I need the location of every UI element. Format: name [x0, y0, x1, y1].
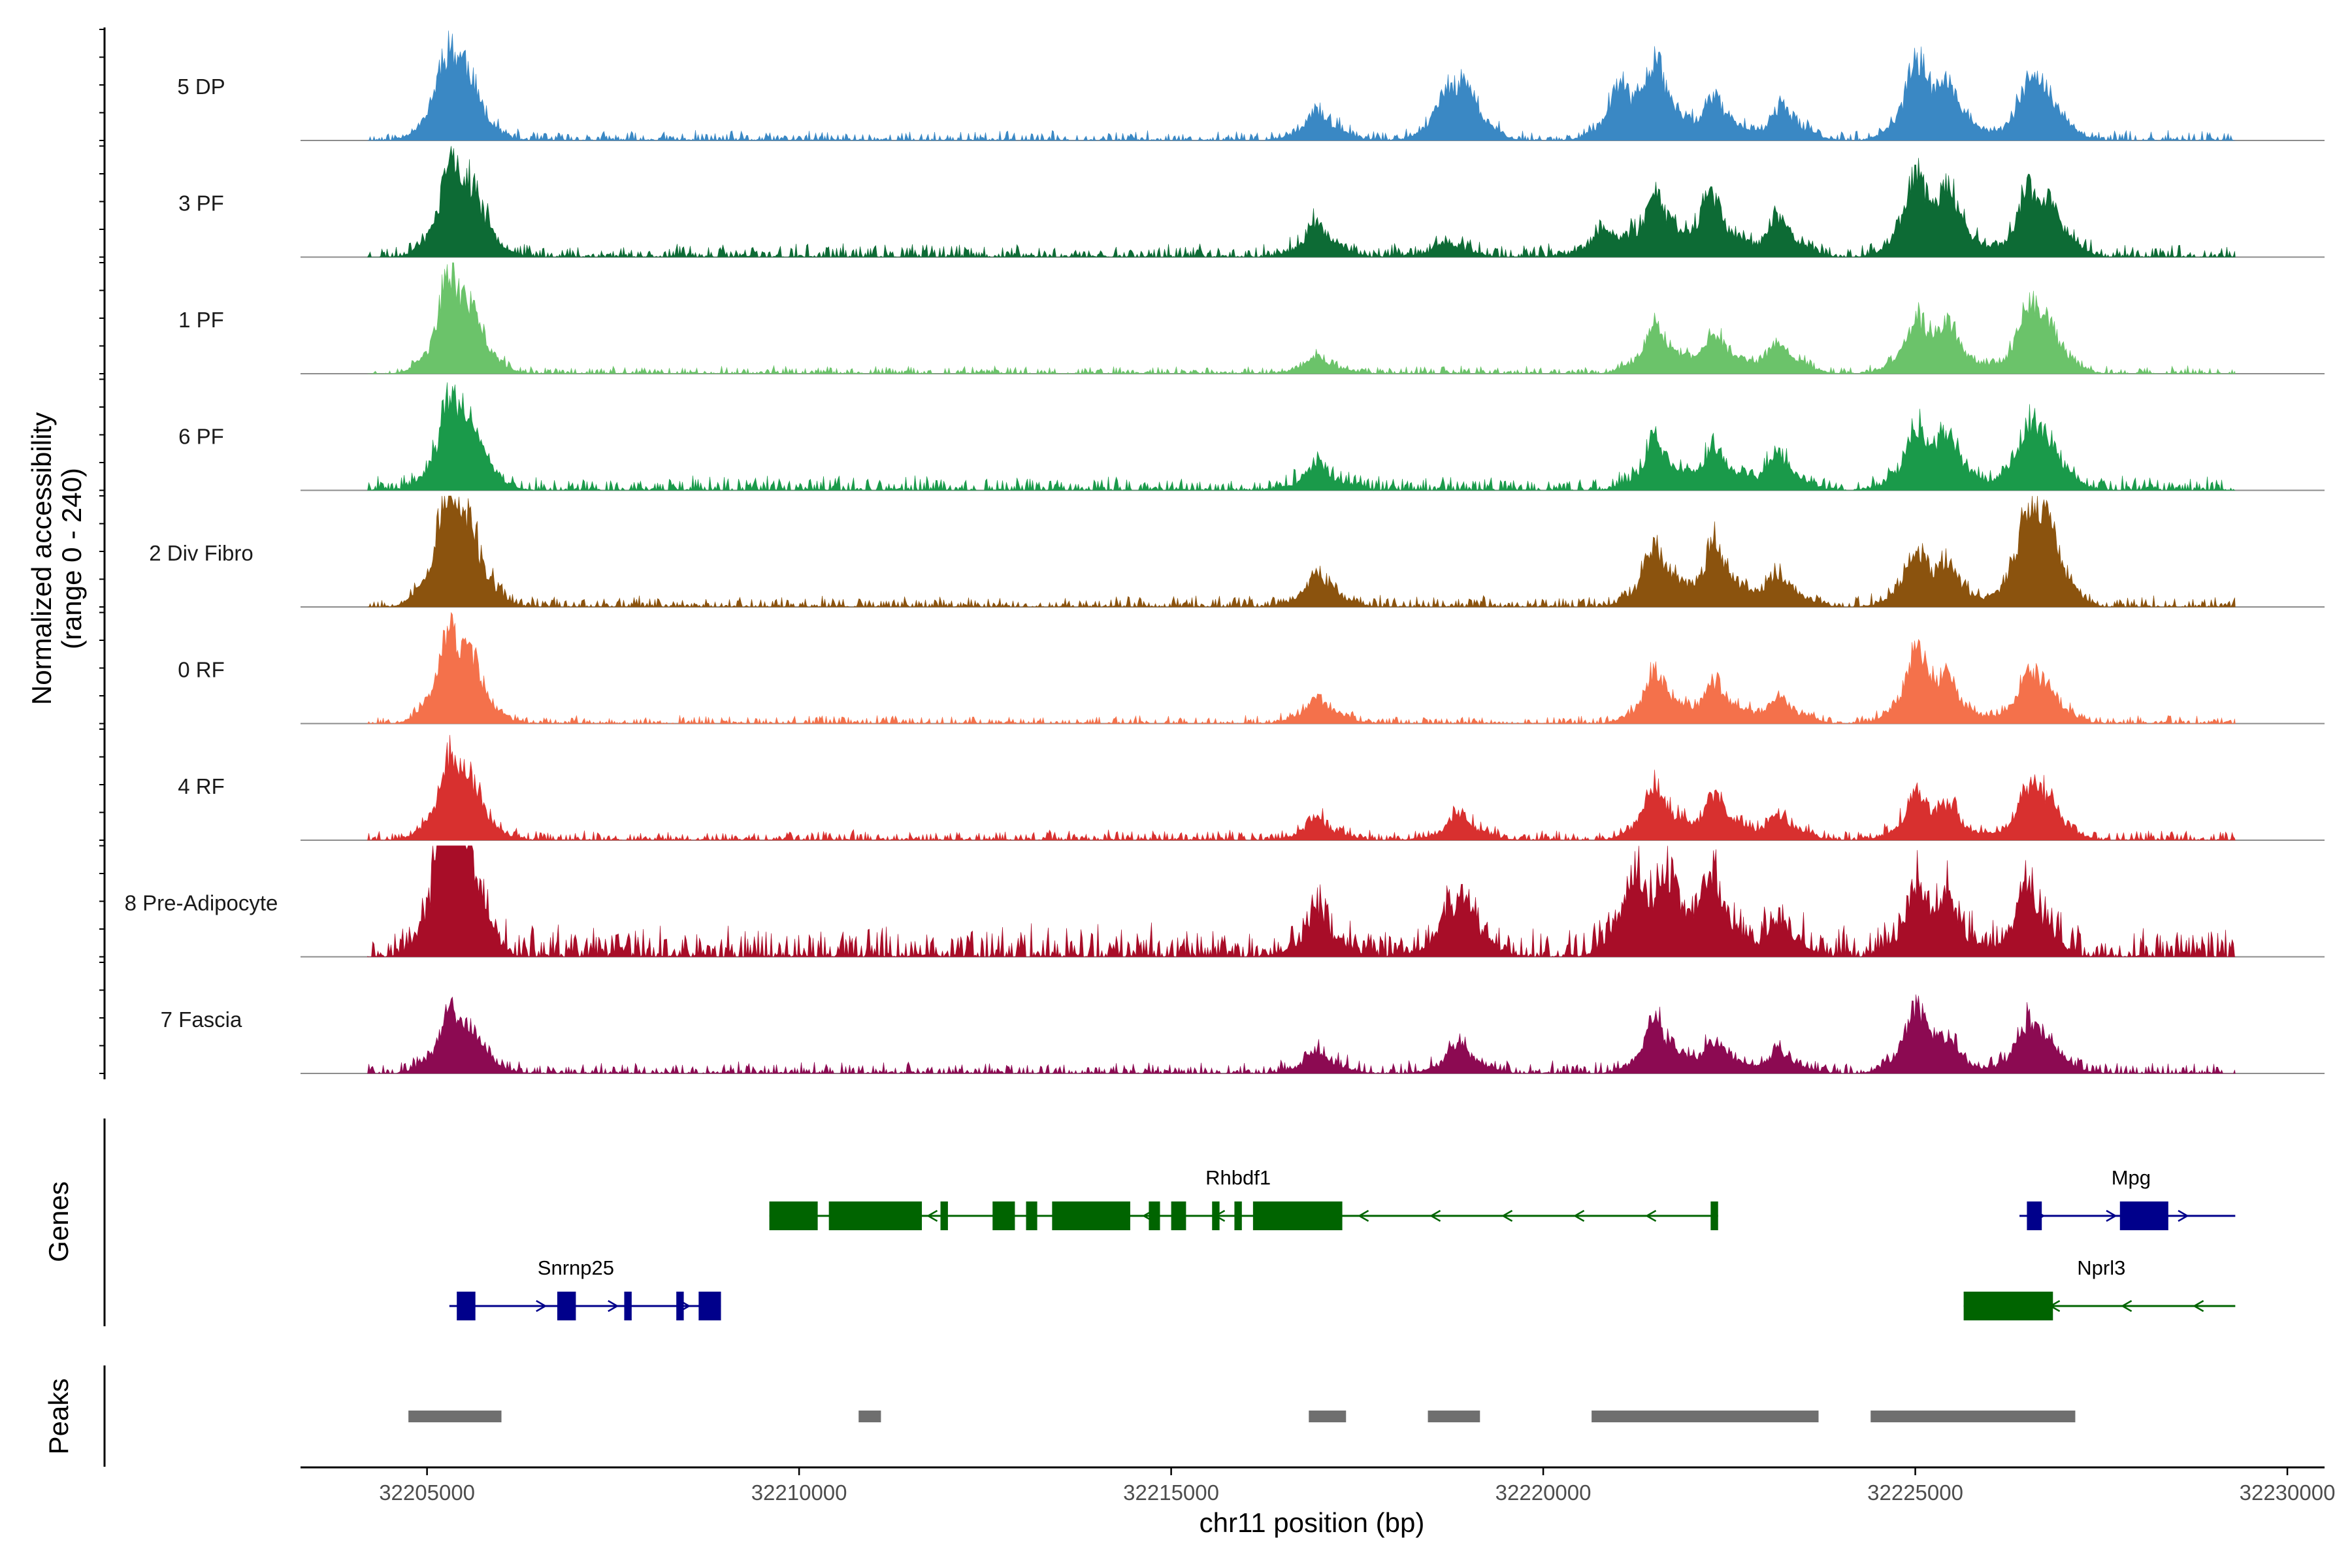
strand-arrow [2121, 1299, 2132, 1313]
track-signal [367, 382, 2236, 491]
exon [1149, 1201, 1160, 1230]
track-signal [367, 30, 2236, 142]
peak-region [858, 1411, 881, 1422]
track-signal [367, 734, 2236, 841]
exon [676, 1292, 684, 1320]
strand-arrow [1573, 1209, 1585, 1222]
y-axis-title-line1: Normalized accessibility [26, 412, 57, 705]
track-label: 8 Pre-Adipocyte [125, 891, 278, 915]
track-signal [367, 495, 2236, 608]
peak-region [408, 1411, 502, 1422]
genes-panel: Rhbdf1 Mpg Snrnp25 Nprl3 [449, 1166, 2236, 1320]
strand-arrow [2178, 1209, 2189, 1222]
track-7-fascia: 7 Fascia [161, 994, 2325, 1075]
track-signal [367, 612, 2236, 725]
track-4-rf: 4 RF [178, 734, 2325, 841]
x-tick-label: 32215000 [1123, 1480, 1219, 1505]
strand-arrow [1501, 1209, 1513, 1222]
track-label: 7 Fascia [161, 1007, 242, 1032]
peak-region [1309, 1411, 1347, 1422]
track-signal [367, 845, 2236, 958]
track-2-div-fibro: 2 Div Fibro [149, 495, 2325, 608]
track-signal [367, 262, 2236, 375]
track-1-pf: 1 PF [178, 262, 2325, 375]
gene-mpg: Mpg [2019, 1166, 2236, 1230]
x-tick-label: 32220000 [1495, 1480, 1592, 1505]
track-6-pf: 6 PF [178, 382, 2325, 491]
track-label: 5 DP [177, 74, 225, 99]
track-label: 0 RF [178, 658, 225, 682]
coverage-y-axis-ticks [99, 29, 105, 1074]
exon [457, 1292, 476, 1320]
exon [2119, 1201, 2168, 1230]
track-label: 1 PF [178, 308, 224, 332]
gene-nprl3: Nprl3 [1963, 1256, 2236, 1320]
exon [828, 1201, 923, 1230]
peak-region [1428, 1411, 1480, 1422]
exon [940, 1201, 948, 1230]
y-axis-title: Normalized accessibility (range 0 - 240) [26, 412, 87, 705]
strand-arrow [1358, 1209, 1369, 1222]
strand-arrow [2106, 1209, 2117, 1222]
track-label: 3 PF [178, 191, 224, 216]
genes-panel-label: Genes [43, 1181, 74, 1262]
peak-region [1592, 1411, 1819, 1422]
x-tick-label: 32210000 [751, 1480, 847, 1505]
track-label: 2 Div Fibro [149, 541, 253, 565]
coverage-tracks: 5 DP 3 PF 1 PF 6 PF 2 Div Fibro 0 RF 4 RF 8 Pre… [125, 30, 2325, 1075]
y-axis-title-line2: (range 0 - 240) [56, 468, 87, 649]
strand-arrow [926, 1209, 938, 1222]
track-label: 4 RF [178, 774, 225, 798]
exon [992, 1201, 1015, 1230]
x-axis-ticks: 32205000 32210000 32215000 32220000 32225000… [379, 1467, 2335, 1505]
exon [1026, 1201, 1037, 1230]
gene-label: Rhbdf1 [1205, 1166, 1271, 1189]
exon [624, 1292, 632, 1320]
track-8-pre-adipocyte: 8 Pre-Adipocyte [125, 845, 2325, 958]
x-tick-label: 32230000 [2240, 1480, 2336, 1505]
track-3-pf: 3 PF [178, 146, 2325, 258]
gene-rhbdf1: Rhbdf1 [769, 1166, 1718, 1230]
strand-arrow [608, 1299, 619, 1313]
strand-arrow [536, 1299, 547, 1313]
peaks-panel [408, 1411, 2076, 1422]
exon [1212, 1201, 1220, 1230]
gene-label: Snrnp25 [538, 1256, 614, 1279]
exon [1710, 1201, 1718, 1230]
exon [769, 1201, 818, 1230]
exon [1171, 1201, 1186, 1230]
exon [557, 1292, 576, 1320]
strand-arrow [1645, 1209, 1657, 1222]
exon [1252, 1201, 1343, 1230]
exon [1963, 1292, 2053, 1320]
strand-arrow [2193, 1299, 2204, 1313]
exon [1052, 1201, 1130, 1230]
gene-label: Mpg [2112, 1166, 2151, 1189]
exon [2027, 1201, 2042, 1230]
x-tick-label: 32225000 [1867, 1480, 1963, 1505]
track-label: 6 PF [178, 425, 224, 449]
peak-region [1870, 1411, 2076, 1422]
x-axis-title: chr11 position (bp) [1200, 1507, 1425, 1538]
peaks-panel-label: Peaks [43, 1379, 74, 1455]
strand-arrow [1429, 1209, 1441, 1222]
gene-snrnp25: Snrnp25 [449, 1256, 721, 1320]
exon [698, 1292, 721, 1320]
exon [1234, 1201, 1242, 1230]
x-tick-label: 32205000 [379, 1480, 475, 1505]
track-5-dp: 5 DP [177, 30, 2325, 142]
gene-label: Nprl3 [2077, 1256, 2125, 1279]
track-signal [367, 146, 2236, 258]
track-signal [367, 994, 2236, 1075]
track-0-rf: 0 RF [178, 612, 2325, 725]
